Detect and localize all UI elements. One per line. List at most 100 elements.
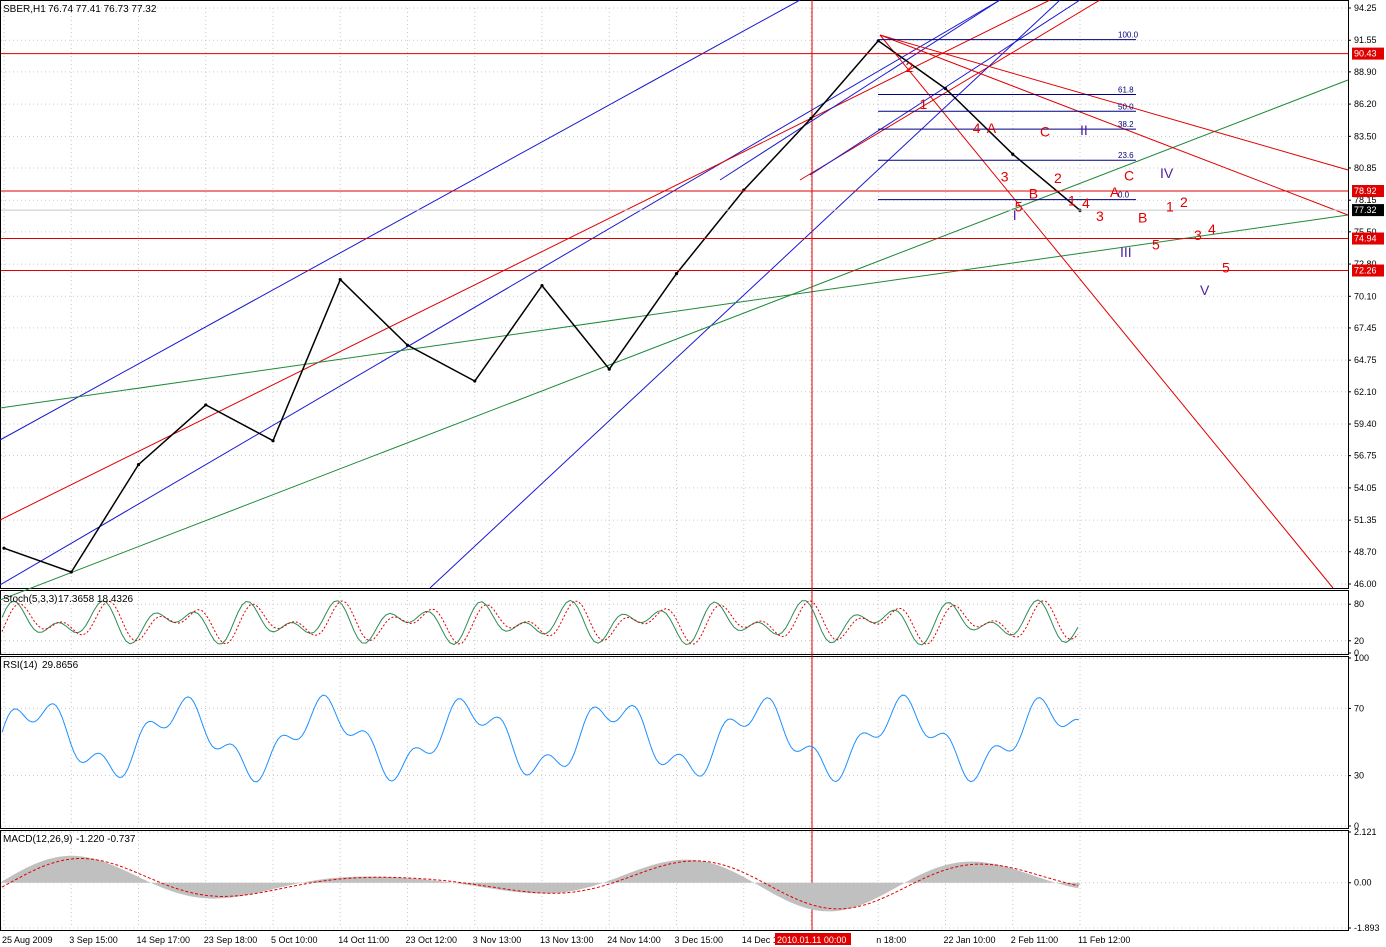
x-tick-label: 3 Sep 15:00 <box>69 935 118 945</box>
price-tick-label: 51.35 <box>1354 515 1377 525</box>
price-point <box>204 403 208 407</box>
price-tick-label: 88.90 <box>1354 67 1377 77</box>
x-tick-label: 23 Sep 18:00 <box>204 935 258 945</box>
macd-panel <box>0 830 1349 931</box>
price-tick-label: 94.25 <box>1354 3 1377 13</box>
wave-label-red: C <box>1124 168 1134 184</box>
price-panel <box>0 0 1349 589</box>
drawing-tools <box>0 0 1349 930</box>
fib-label: 50.0 <box>1118 102 1134 111</box>
rsi-line <box>1 694 1080 783</box>
price-tick-label: 91.55 <box>1354 35 1377 45</box>
x-tick-label: 24 Nov 14:00 <box>607 935 661 945</box>
panel-tick-label: 20 <box>1354 636 1364 646</box>
wave-label-red: 5 <box>1152 237 1160 253</box>
price-levels: 90.43 78.92 77.32 74.94 72.26 <box>1 47 1384 277</box>
resistance-red-1 <box>879 34 1349 171</box>
wave-label-red: 1 <box>1166 199 1174 215</box>
price-tick-label: 70.10 <box>1354 291 1377 301</box>
rsi-title: RSI(14) <box>3 660 37 671</box>
channel-red-mid <box>0 0 1051 521</box>
x-tick-label: 14 Dec 16:00 <box>742 935 796 945</box>
wave-label-red: 4 <box>973 120 981 136</box>
wave-label-red: 3 <box>1194 227 1202 243</box>
price-tick-label: 86.20 <box>1354 99 1377 109</box>
wave-label-red: 1 <box>920 96 928 112</box>
price-point <box>540 283 544 288</box>
wave-label-purple: III <box>1120 244 1132 260</box>
channel-red-upper <box>799 0 1101 181</box>
stoch-readout: 17.3658 18.4326 <box>58 594 134 605</box>
x-tick-label: 3 Dec 15:00 <box>675 935 724 945</box>
wave-label-red: 4 <box>1208 221 1216 237</box>
x-tick-label: 23 Oct 12:00 <box>406 935 458 945</box>
panel-tick-label: 2.121 <box>1354 827 1377 837</box>
x-tick-label: 14 Oct 11:00 <box>338 935 389 945</box>
price-point <box>69 570 73 574</box>
fork-blue-1 <box>429 0 1061 589</box>
price-tick-label: 46.00 <box>1354 579 1377 589</box>
price-tick-label: 56.75 <box>1354 451 1377 461</box>
macd-series <box>1 855 1080 912</box>
price-point <box>674 272 679 276</box>
panel-tick-label: 100 <box>1354 653 1369 663</box>
price-point <box>2 546 6 550</box>
level-tag <box>1352 232 1384 245</box>
price-tick-label: 83.50 <box>1354 131 1377 141</box>
price-point <box>405 343 410 347</box>
level-label: 77.32 <box>1354 205 1377 215</box>
chart-title: SBER,H1 <box>3 4 46 15</box>
panel-tick-label: 30 <box>1354 771 1364 781</box>
trend-green-1 <box>0 214 1349 409</box>
trend-green-2 <box>0 79 1349 601</box>
wave-label-red: B <box>1029 185 1038 201</box>
stoch-main-line <box>1 599 1079 646</box>
wave-label-red: 4 <box>1082 195 1090 211</box>
price-tick-label: 67.45 <box>1354 323 1377 333</box>
wave-label-purple: IV <box>1160 165 1174 181</box>
channel-blue-lower <box>0 0 1001 586</box>
level-label: 90.43 <box>1354 49 1377 59</box>
level-label: 72.26 <box>1354 266 1377 276</box>
panel-tick-label: 0.00 <box>1354 878 1372 888</box>
decline-red <box>879 34 1334 589</box>
level-tag <box>1352 185 1384 198</box>
x-tick-label: 2 Feb 11:00 <box>1011 935 1058 945</box>
stoch-title: Stoch(5,3,3) <box>3 594 57 605</box>
rsi-series <box>1 694 1080 783</box>
wave-label-red: 5 <box>1222 259 1230 275</box>
fib-label: 38.2 <box>1118 120 1134 129</box>
x-tick-label: 14 Sep 17:00 <box>137 935 191 945</box>
wave-label-red: 2 <box>1180 194 1188 210</box>
price-tick-label: 48.70 <box>1354 547 1377 557</box>
x-axis-ticks: 25 Aug 2009 3 Sep 15:00 14 Sep 17:00 23 Sep… <box>2 933 1130 945</box>
level-tag <box>1352 264 1384 277</box>
wave-label-red: 5 <box>1015 199 1023 215</box>
price-point <box>338 277 342 282</box>
x-tick-label: 22 Jan 10:00 <box>944 935 996 945</box>
macd-signal-line <box>1 858 1079 910</box>
fibonacci-levels: 100.0 61.8 50.0 38.2 23.6 0.0 <box>878 31 1139 201</box>
wave-label-red: C <box>1040 123 1050 139</box>
wave-label-red: 3 <box>1096 208 1104 224</box>
panel-tick-label: 70 <box>1354 703 1364 713</box>
fib-label: 61.8 <box>1118 86 1134 95</box>
fib-label: 23.6 <box>1118 151 1134 160</box>
wave-label-red: B <box>1138 209 1147 225</box>
macd-readout: -1.220 -0.737 <box>76 834 136 845</box>
rsi-panel <box>0 656 1349 829</box>
wave-label-purple: I <box>1013 207 1017 223</box>
grid <box>1 7 1348 929</box>
level-label: 78.92 <box>1354 186 1377 196</box>
price-tick-label: 64.75 <box>1354 355 1377 365</box>
price-tick-label: 75.50 <box>1354 227 1377 237</box>
macd-histogram <box>2 855 1080 912</box>
wave-label-red: 2 <box>906 59 914 75</box>
ohlc-readout: 76.74 77.41 76.73 77.32 <box>48 4 157 15</box>
price-tick-label: 78.15 <box>1354 195 1377 205</box>
wave-label-red: 3 <box>1001 169 1009 185</box>
channel-blue-upper <box>0 0 801 441</box>
